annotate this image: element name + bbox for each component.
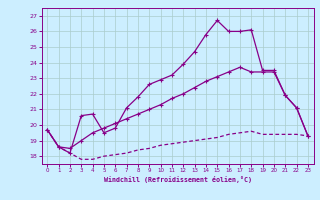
X-axis label: Windchill (Refroidissement éolien,°C): Windchill (Refroidissement éolien,°C): [104, 176, 252, 183]
